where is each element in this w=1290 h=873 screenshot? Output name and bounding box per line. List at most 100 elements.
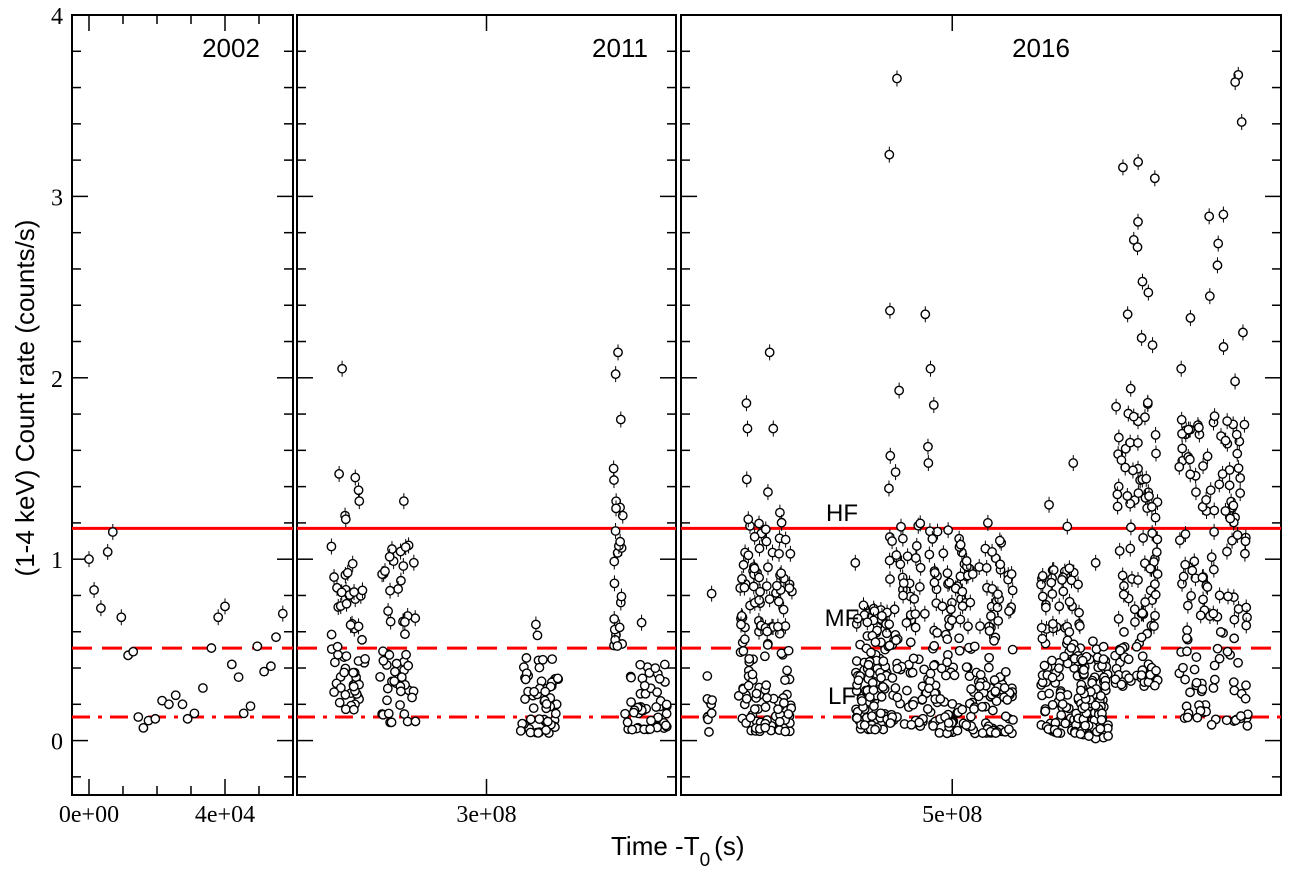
data-point (1185, 469, 1196, 480)
data-point (966, 684, 977, 694)
data-point (1057, 574, 1067, 585)
data-point (1183, 424, 1194, 435)
data-point (1112, 501, 1123, 512)
data-point (760, 524, 771, 535)
data-point (782, 665, 792, 676)
data-point (754, 572, 765, 583)
data-point (884, 619, 895, 630)
data-point (609, 475, 619, 485)
data-point (946, 604, 956, 615)
data-point (1204, 211, 1215, 222)
data-point (1182, 646, 1192, 657)
data-point (1036, 579, 1046, 590)
data-point (1052, 727, 1063, 738)
panel-2011: 3e+08 2011 (296, 14, 677, 828)
data-point (1125, 543, 1136, 554)
data-point (1177, 443, 1188, 454)
data-point (1140, 597, 1151, 607)
data-point (614, 622, 625, 633)
data-point (1182, 712, 1193, 723)
data-point (941, 670, 951, 681)
data-point (739, 582, 750, 593)
data-point (902, 551, 913, 562)
data-point (743, 514, 754, 525)
data-point (1145, 563, 1156, 574)
data-point (340, 514, 351, 525)
data-point (1224, 480, 1235, 491)
data-point (395, 686, 406, 697)
data-point (1078, 665, 1089, 675)
data-point (1090, 557, 1101, 568)
data-point (259, 666, 269, 677)
data-point (220, 601, 230, 612)
data-point (382, 683, 393, 694)
data-point (867, 711, 877, 722)
data-point (349, 587, 359, 597)
data-point (1228, 677, 1239, 688)
data-point (102, 547, 113, 557)
data-point (774, 507, 785, 518)
data-point (1007, 585, 1018, 596)
data-point (954, 645, 965, 656)
data-point (772, 621, 783, 632)
data-point (1231, 429, 1242, 440)
panel-frame (680, 14, 1282, 796)
data-point (890, 683, 901, 693)
data-point (1191, 677, 1202, 688)
data-point (116, 612, 127, 623)
data-point (1006, 569, 1017, 579)
data-point (128, 646, 139, 657)
data-point (993, 615, 1004, 626)
data-point (540, 686, 551, 697)
data-point (1095, 723, 1106, 734)
data-point (1206, 552, 1217, 563)
data-point (375, 671, 386, 682)
data-point (333, 649, 343, 660)
data-point (1046, 577, 1057, 588)
data-point (271, 632, 281, 643)
data-point (1209, 527, 1220, 537)
data-point (990, 686, 1001, 697)
data-point (887, 673, 898, 683)
data-point (340, 689, 351, 700)
data-point (1110, 674, 1121, 685)
data-point (1074, 607, 1084, 618)
data-point (764, 347, 775, 358)
data-point (329, 687, 339, 698)
data-point (1180, 529, 1191, 540)
data-point (907, 667, 918, 678)
data-point (929, 577, 940, 588)
data-point (892, 692, 903, 703)
data-point (163, 699, 174, 710)
data-point (857, 696, 867, 706)
y-tick-label: 4 (51, 4, 63, 30)
data-point (1208, 608, 1219, 619)
data-point (1150, 430, 1161, 440)
data-point (1129, 604, 1140, 615)
data-point (898, 590, 908, 601)
data-point (1007, 644, 1018, 655)
data-point (1183, 600, 1193, 611)
data-point (133, 712, 144, 722)
data-point (901, 617, 912, 628)
level-label-MF: MF (825, 605, 860, 632)
data-point (884, 640, 895, 651)
data-point (876, 691, 887, 702)
data-point (862, 617, 873, 628)
data-point (851, 656, 862, 666)
data-point (878, 656, 889, 666)
data-point (1128, 411, 1139, 422)
data-point (1075, 729, 1086, 739)
data-point (334, 697, 345, 708)
data-point (927, 534, 938, 544)
data-point (762, 626, 773, 637)
data-point (515, 725, 526, 736)
data-point (1131, 641, 1142, 652)
data-point (771, 580, 782, 591)
data-point (902, 685, 912, 696)
data-point (744, 653, 755, 664)
data-point (1242, 612, 1252, 623)
data-point (1132, 242, 1143, 253)
data-point (986, 611, 996, 621)
data-point (885, 718, 896, 728)
